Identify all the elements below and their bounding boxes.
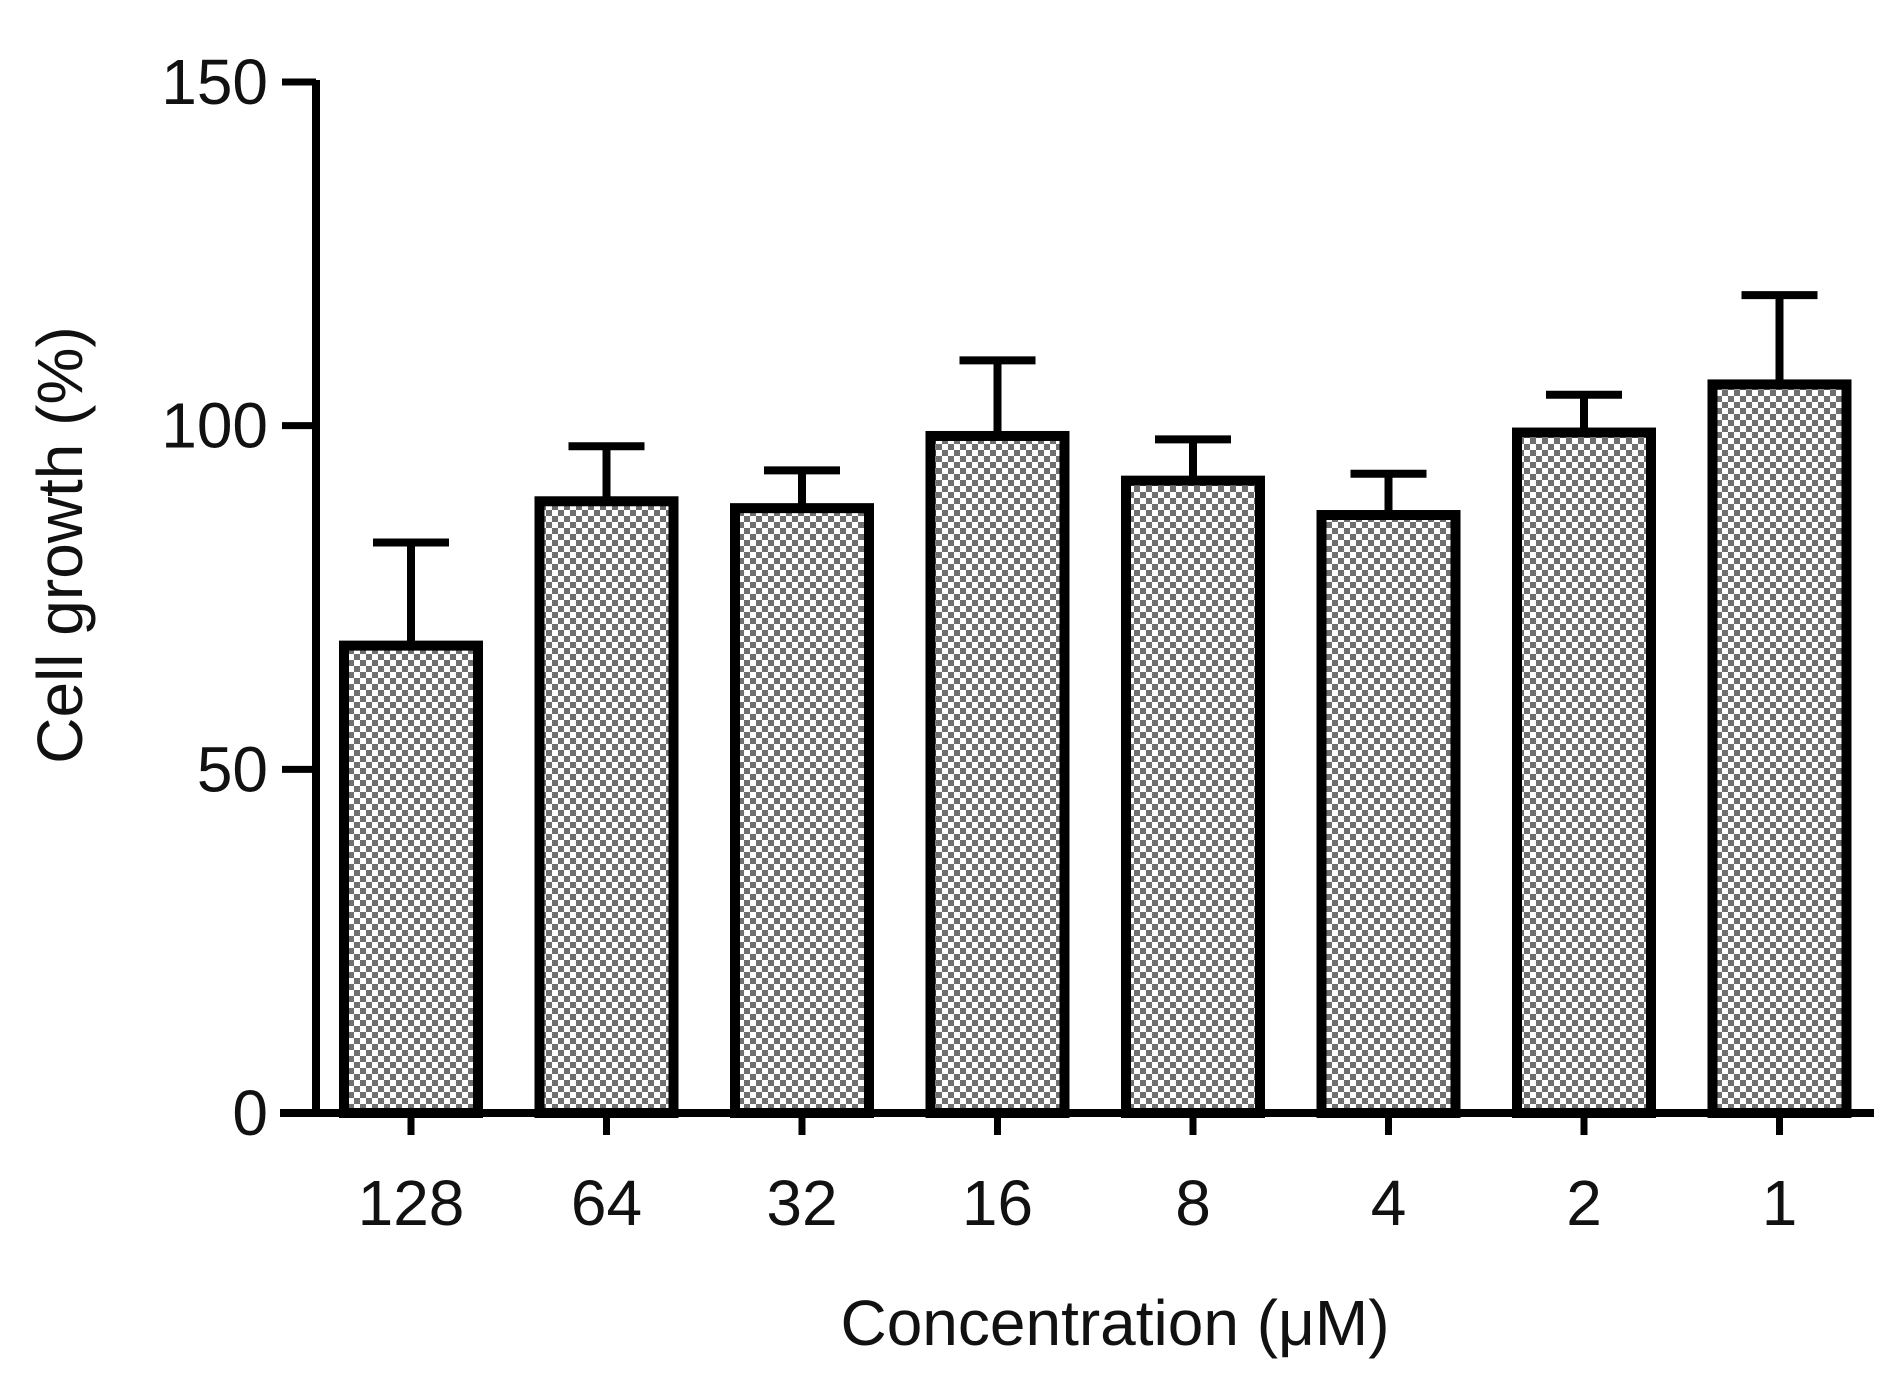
x-tick-label: 16 bbox=[962, 1167, 1033, 1239]
x-tick-label: 1 bbox=[1762, 1167, 1798, 1239]
x-tick-label: 64 bbox=[571, 1167, 642, 1239]
y-tick-label: 150 bbox=[161, 46, 268, 118]
bar-128 bbox=[339, 640, 483, 1118]
bars-layer bbox=[339, 291, 1852, 1119]
y-tick-label: 0 bbox=[232, 1077, 268, 1149]
bar-64 bbox=[534, 496, 679, 1119]
x-tick-label: 2 bbox=[1566, 1167, 1602, 1239]
y-ticks: 0 50 100 150 bbox=[161, 46, 316, 1149]
bar-2 bbox=[1512, 427, 1656, 1119]
y-tick-label: 50 bbox=[197, 733, 268, 805]
bar-4 bbox=[1316, 510, 1461, 1118]
y-axis-label: Cell growth (%) bbox=[24, 326, 96, 763]
bar-1 bbox=[1707, 379, 1852, 1118]
bar-32 bbox=[730, 503, 874, 1118]
x-tick-label: 128 bbox=[358, 1167, 465, 1239]
bar-8 bbox=[1121, 475, 1265, 1118]
x-ticks: 128 64 32 16 8 4 2 1 bbox=[358, 1113, 1798, 1239]
x-tick-label: 8 bbox=[1175, 1167, 1211, 1239]
y-tick-label: 100 bbox=[161, 390, 268, 462]
x-tick-label: 4 bbox=[1371, 1167, 1407, 1239]
x-axis-label: Concentration (μM) bbox=[840, 1287, 1389, 1359]
x-tick-label: 32 bbox=[766, 1167, 837, 1239]
bar-16 bbox=[925, 430, 1070, 1118]
